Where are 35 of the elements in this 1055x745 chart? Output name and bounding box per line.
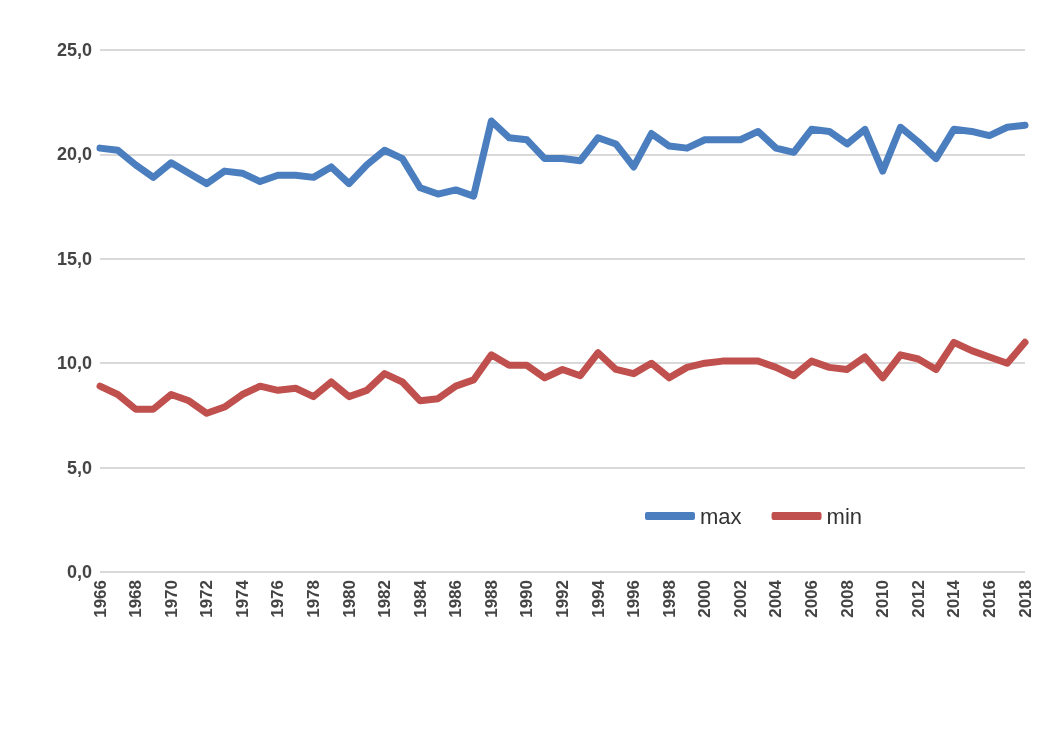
y-tick-label: 20,0 bbox=[56, 144, 92, 165]
x-tick-label: 2016 bbox=[979, 580, 999, 618]
y-tick-label: 5,0 bbox=[66, 457, 92, 478]
x-tick-label: 1970 bbox=[161, 580, 181, 618]
x-tick-label: 2002 bbox=[730, 580, 750, 618]
legend-label: max bbox=[699, 503, 742, 529]
x-tick-label: 1966 bbox=[90, 580, 110, 618]
x-tick-label: 2014 bbox=[944, 579, 964, 618]
x-tick-label: 2018 bbox=[1015, 580, 1035, 618]
x-tick-label: 1998 bbox=[659, 580, 679, 618]
x-tick-label: 1982 bbox=[375, 580, 395, 618]
x-tick-label: 2010 bbox=[873, 580, 893, 618]
x-tick-label: 1974 bbox=[232, 579, 252, 618]
y-tick-label: 25,0 bbox=[56, 40, 92, 60]
legend-label: min bbox=[826, 503, 862, 529]
y-tick-label: 10,0 bbox=[56, 353, 92, 374]
x-tick-label: 1972 bbox=[197, 580, 217, 618]
x-tick-label: 2008 bbox=[837, 580, 857, 618]
x-tick-label: 1978 bbox=[303, 580, 323, 618]
x-tick-label: 1984 bbox=[410, 579, 430, 618]
y-tick-label: 0,0 bbox=[66, 562, 92, 582]
x-tick-label: 1996 bbox=[624, 580, 644, 618]
x-tick-label: 1980 bbox=[339, 580, 359, 618]
x-tick-label: 1986 bbox=[446, 580, 466, 618]
x-tick-label: 1994 bbox=[588, 579, 608, 618]
x-tick-label: 1968 bbox=[126, 580, 146, 618]
y-tick-label: 15,0 bbox=[56, 248, 92, 269]
x-tick-label: 2004 bbox=[766, 579, 786, 618]
x-tick-label: 1992 bbox=[553, 580, 572, 618]
x-tick-label: 2006 bbox=[802, 580, 822, 618]
x-tick-label: 1990 bbox=[517, 580, 537, 618]
x-tick-label: 2012 bbox=[908, 580, 928, 618]
x-tick-label: 1988 bbox=[481, 580, 501, 618]
x-tick-label: 2000 bbox=[695, 580, 715, 618]
x-tick-label: 1976 bbox=[268, 580, 288, 618]
